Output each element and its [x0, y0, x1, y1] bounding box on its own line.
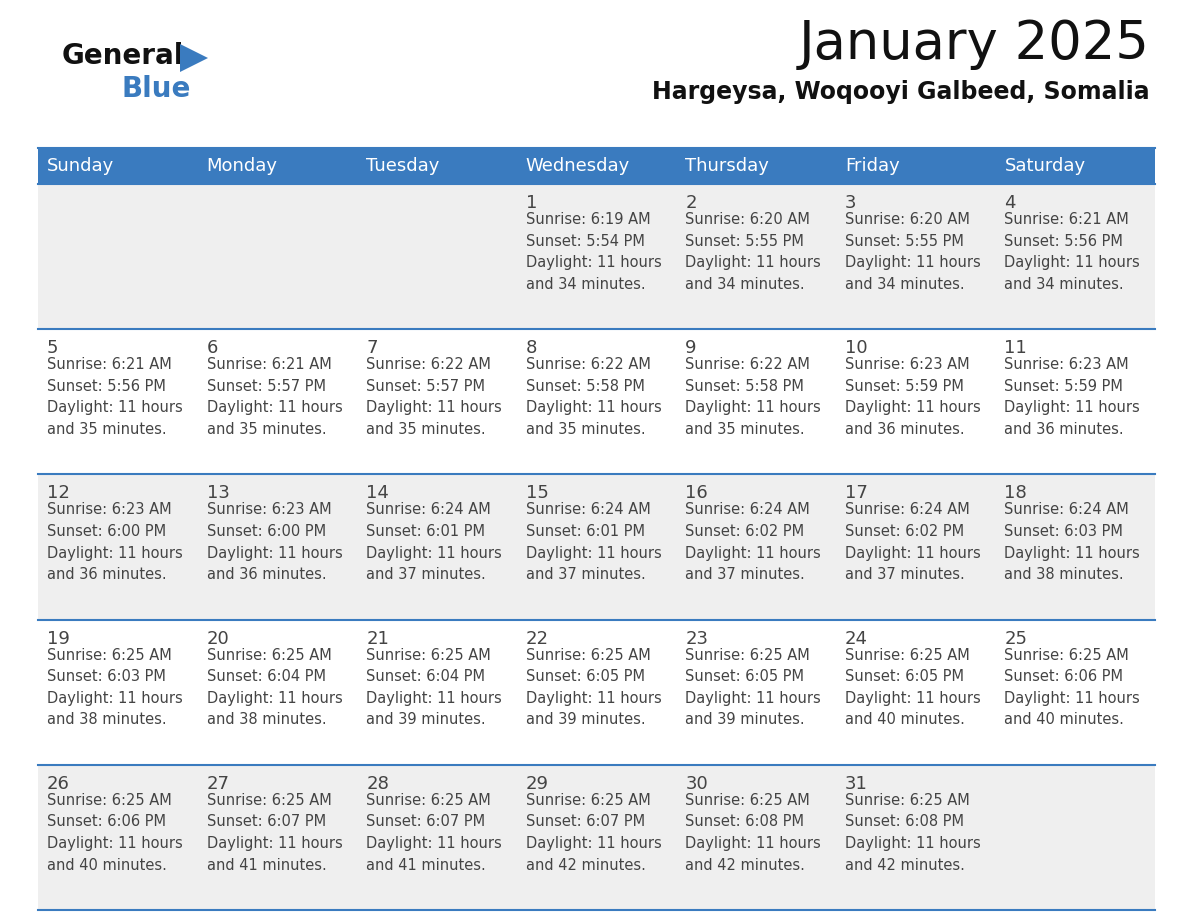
Text: 24: 24 — [845, 630, 868, 647]
Text: 13: 13 — [207, 485, 229, 502]
Polygon shape — [181, 44, 208, 72]
Text: General: General — [62, 42, 184, 70]
Text: 27: 27 — [207, 775, 229, 793]
Text: Sunrise: 6:25 AM
Sunset: 6:04 PM
Daylight: 11 hours
and 38 minutes.: Sunrise: 6:25 AM Sunset: 6:04 PM Dayligh… — [207, 647, 342, 727]
Text: Sunrise: 6:23 AM
Sunset: 5:59 PM
Daylight: 11 hours
and 36 minutes.: Sunrise: 6:23 AM Sunset: 5:59 PM Dayligh… — [845, 357, 980, 437]
Text: 10: 10 — [845, 339, 867, 357]
Text: Sunrise: 6:21 AM
Sunset: 5:56 PM
Daylight: 11 hours
and 34 minutes.: Sunrise: 6:21 AM Sunset: 5:56 PM Dayligh… — [1004, 212, 1140, 292]
Text: Sunrise: 6:25 AM
Sunset: 6:06 PM
Daylight: 11 hours
and 40 minutes.: Sunrise: 6:25 AM Sunset: 6:06 PM Dayligh… — [1004, 647, 1140, 727]
Text: Sunrise: 6:22 AM
Sunset: 5:58 PM
Daylight: 11 hours
and 35 minutes.: Sunrise: 6:22 AM Sunset: 5:58 PM Dayligh… — [526, 357, 662, 437]
Text: 1: 1 — [526, 194, 537, 212]
Text: 2: 2 — [685, 194, 697, 212]
Text: Sunrise: 6:25 AM
Sunset: 6:05 PM
Daylight: 11 hours
and 39 minutes.: Sunrise: 6:25 AM Sunset: 6:05 PM Dayligh… — [526, 647, 662, 727]
Text: 31: 31 — [845, 775, 867, 793]
Text: 14: 14 — [366, 485, 388, 502]
Text: Sunrise: 6:25 AM
Sunset: 6:08 PM
Daylight: 11 hours
and 42 minutes.: Sunrise: 6:25 AM Sunset: 6:08 PM Dayligh… — [685, 793, 821, 873]
Text: Sunrise: 6:25 AM
Sunset: 6:07 PM
Daylight: 11 hours
and 42 minutes.: Sunrise: 6:25 AM Sunset: 6:07 PM Dayligh… — [526, 793, 662, 873]
Text: Sunrise: 6:23 AM
Sunset: 6:00 PM
Daylight: 11 hours
and 36 minutes.: Sunrise: 6:23 AM Sunset: 6:00 PM Dayligh… — [207, 502, 342, 582]
Text: 12: 12 — [48, 485, 70, 502]
Text: Hargeysa, Woqooyi Galbeed, Somalia: Hargeysa, Woqooyi Galbeed, Somalia — [652, 80, 1150, 104]
Text: 20: 20 — [207, 630, 229, 647]
Text: Sunrise: 6:22 AM
Sunset: 5:58 PM
Daylight: 11 hours
and 35 minutes.: Sunrise: 6:22 AM Sunset: 5:58 PM Dayligh… — [685, 357, 821, 437]
Text: 22: 22 — [526, 630, 549, 647]
Text: 5: 5 — [48, 339, 58, 357]
Text: 23: 23 — [685, 630, 708, 647]
Text: Sunrise: 6:24 AM
Sunset: 6:02 PM
Daylight: 11 hours
and 37 minutes.: Sunrise: 6:24 AM Sunset: 6:02 PM Dayligh… — [685, 502, 821, 582]
Text: 3: 3 — [845, 194, 857, 212]
Text: 18: 18 — [1004, 485, 1028, 502]
Text: 11: 11 — [1004, 339, 1028, 357]
Text: Blue: Blue — [122, 75, 191, 103]
Text: 29: 29 — [526, 775, 549, 793]
Text: Sunrise: 6:25 AM
Sunset: 6:07 PM
Daylight: 11 hours
and 41 minutes.: Sunrise: 6:25 AM Sunset: 6:07 PM Dayligh… — [207, 793, 342, 873]
Text: Sunrise: 6:25 AM
Sunset: 6:03 PM
Daylight: 11 hours
and 38 minutes.: Sunrise: 6:25 AM Sunset: 6:03 PM Dayligh… — [48, 647, 183, 727]
Text: Sunrise: 6:20 AM
Sunset: 5:55 PM
Daylight: 11 hours
and 34 minutes.: Sunrise: 6:20 AM Sunset: 5:55 PM Dayligh… — [685, 212, 821, 292]
Text: 28: 28 — [366, 775, 388, 793]
Text: January 2025: January 2025 — [800, 18, 1150, 70]
Text: Sunrise: 6:21 AM
Sunset: 5:57 PM
Daylight: 11 hours
and 35 minutes.: Sunrise: 6:21 AM Sunset: 5:57 PM Dayligh… — [207, 357, 342, 437]
Text: Sunrise: 6:25 AM
Sunset: 6:05 PM
Daylight: 11 hours
and 40 minutes.: Sunrise: 6:25 AM Sunset: 6:05 PM Dayligh… — [845, 647, 980, 727]
Text: Sunrise: 6:24 AM
Sunset: 6:03 PM
Daylight: 11 hours
and 38 minutes.: Sunrise: 6:24 AM Sunset: 6:03 PM Dayligh… — [1004, 502, 1140, 582]
Text: 9: 9 — [685, 339, 697, 357]
Text: 26: 26 — [48, 775, 70, 793]
Text: Sunrise: 6:25 AM
Sunset: 6:06 PM
Daylight: 11 hours
and 40 minutes.: Sunrise: 6:25 AM Sunset: 6:06 PM Dayligh… — [48, 793, 183, 873]
Text: Sunrise: 6:24 AM
Sunset: 6:01 PM
Daylight: 11 hours
and 37 minutes.: Sunrise: 6:24 AM Sunset: 6:01 PM Dayligh… — [366, 502, 501, 582]
Text: Sunrise: 6:21 AM
Sunset: 5:56 PM
Daylight: 11 hours
and 35 minutes.: Sunrise: 6:21 AM Sunset: 5:56 PM Dayligh… — [48, 357, 183, 437]
Text: 25: 25 — [1004, 630, 1028, 647]
Text: Sunday: Sunday — [48, 157, 114, 175]
Text: Friday: Friday — [845, 157, 899, 175]
Text: Sunrise: 6:25 AM
Sunset: 6:07 PM
Daylight: 11 hours
and 41 minutes.: Sunrise: 6:25 AM Sunset: 6:07 PM Dayligh… — [366, 793, 501, 873]
Text: Wednesday: Wednesday — [526, 157, 630, 175]
Text: 17: 17 — [845, 485, 867, 502]
Text: Sunrise: 6:24 AM
Sunset: 6:01 PM
Daylight: 11 hours
and 37 minutes.: Sunrise: 6:24 AM Sunset: 6:01 PM Dayligh… — [526, 502, 662, 582]
Text: 21: 21 — [366, 630, 388, 647]
Text: Saturday: Saturday — [1004, 157, 1086, 175]
Text: Sunrise: 6:22 AM
Sunset: 5:57 PM
Daylight: 11 hours
and 35 minutes.: Sunrise: 6:22 AM Sunset: 5:57 PM Dayligh… — [366, 357, 501, 437]
Text: Tuesday: Tuesday — [366, 157, 440, 175]
Text: Sunrise: 6:25 AM
Sunset: 6:05 PM
Daylight: 11 hours
and 39 minutes.: Sunrise: 6:25 AM Sunset: 6:05 PM Dayligh… — [685, 647, 821, 727]
Text: 6: 6 — [207, 339, 217, 357]
Text: Sunrise: 6:24 AM
Sunset: 6:02 PM
Daylight: 11 hours
and 37 minutes.: Sunrise: 6:24 AM Sunset: 6:02 PM Dayligh… — [845, 502, 980, 582]
Text: 16: 16 — [685, 485, 708, 502]
Text: Monday: Monday — [207, 157, 278, 175]
Text: Sunrise: 6:20 AM
Sunset: 5:55 PM
Daylight: 11 hours
and 34 minutes.: Sunrise: 6:20 AM Sunset: 5:55 PM Dayligh… — [845, 212, 980, 292]
Text: Sunrise: 6:25 AM
Sunset: 6:04 PM
Daylight: 11 hours
and 39 minutes.: Sunrise: 6:25 AM Sunset: 6:04 PM Dayligh… — [366, 647, 501, 727]
Text: 30: 30 — [685, 775, 708, 793]
Bar — [38, 330, 1155, 475]
Text: Sunrise: 6:23 AM
Sunset: 5:59 PM
Daylight: 11 hours
and 36 minutes.: Sunrise: 6:23 AM Sunset: 5:59 PM Dayligh… — [1004, 357, 1140, 437]
Text: 15: 15 — [526, 485, 549, 502]
Text: Sunrise: 6:25 AM
Sunset: 6:08 PM
Daylight: 11 hours
and 42 minutes.: Sunrise: 6:25 AM Sunset: 6:08 PM Dayligh… — [845, 793, 980, 873]
Text: Sunrise: 6:19 AM
Sunset: 5:54 PM
Daylight: 11 hours
and 34 minutes.: Sunrise: 6:19 AM Sunset: 5:54 PM Dayligh… — [526, 212, 662, 292]
Text: 8: 8 — [526, 339, 537, 357]
Text: 7: 7 — [366, 339, 378, 357]
Text: Sunrise: 6:23 AM
Sunset: 6:00 PM
Daylight: 11 hours
and 36 minutes.: Sunrise: 6:23 AM Sunset: 6:00 PM Dayligh… — [48, 502, 183, 582]
Text: 19: 19 — [48, 630, 70, 647]
Bar — [38, 184, 1155, 330]
Bar — [38, 620, 1155, 765]
Bar — [38, 475, 1155, 620]
Bar — [38, 765, 1155, 910]
Text: 4: 4 — [1004, 194, 1016, 212]
Bar — [38, 148, 1155, 184]
Text: Thursday: Thursday — [685, 157, 769, 175]
